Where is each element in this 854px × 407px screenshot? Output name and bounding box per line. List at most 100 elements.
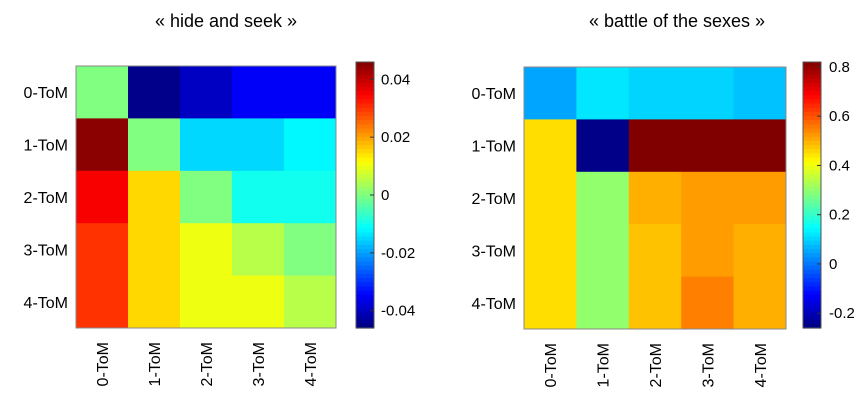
colorbar-segment bbox=[356, 99, 374, 104]
colorbar-segment bbox=[803, 232, 821, 237]
colorbar-segment bbox=[356, 303, 374, 308]
colorbar-segment bbox=[356, 286, 374, 291]
colorbar-segment bbox=[356, 104, 374, 109]
colorbar-segment bbox=[803, 207, 821, 212]
heatmap-cell bbox=[629, 172, 682, 225]
colorbar-segment bbox=[356, 320, 374, 325]
x-tick-label: 3-ToM bbox=[700, 343, 717, 387]
colorbar-segment bbox=[356, 262, 374, 267]
colorbar-segment bbox=[803, 158, 821, 163]
heatmap-cell bbox=[524, 67, 577, 120]
heatmap-cell bbox=[734, 67, 787, 120]
colorbar-segment bbox=[356, 237, 374, 242]
chart-title: « battle of the sexes » bbox=[589, 11, 765, 31]
colorbar-segment bbox=[356, 70, 374, 75]
y-tick-label: 1-ToM bbox=[24, 138, 68, 155]
colorbar-segment bbox=[356, 187, 374, 192]
colorbar-segment bbox=[803, 316, 821, 321]
heatmap-cell bbox=[734, 277, 787, 330]
heatmap-cell bbox=[180, 171, 233, 224]
colorbar-tick-label: 0.2 bbox=[829, 207, 850, 224]
y-tick-label: 0-ToM bbox=[24, 85, 68, 102]
x-tick-label: 0-ToM bbox=[95, 342, 112, 386]
heatmap-cell bbox=[681, 172, 734, 225]
colorbar-segment bbox=[356, 153, 374, 158]
heatmap-cell bbox=[524, 277, 577, 330]
heatmap-cell bbox=[128, 171, 181, 224]
colorbar-segment bbox=[803, 282, 821, 287]
colorbar-segment bbox=[356, 228, 374, 233]
colorbar-segment bbox=[356, 207, 374, 212]
colorbar-segment bbox=[356, 95, 374, 100]
heatmap-cell bbox=[232, 276, 285, 329]
heatmap-cell bbox=[76, 171, 129, 224]
heatmap-cell bbox=[284, 118, 337, 171]
y-tick-label: 4-ToM bbox=[472, 296, 516, 313]
x-tick-label: 4-ToM bbox=[303, 342, 320, 386]
colorbar-tick-label: 0.02 bbox=[381, 129, 410, 146]
colorbar-segment bbox=[803, 187, 821, 192]
colorbar-tick-label: 0.4 bbox=[829, 157, 850, 174]
heatmap-cell bbox=[681, 224, 734, 277]
colorbar-tick-label: -0.2 bbox=[829, 305, 854, 322]
heatmap-cell bbox=[576, 172, 629, 225]
colorbar-segment bbox=[356, 282, 374, 287]
colorbar-segment bbox=[803, 170, 821, 175]
heatmap-cell bbox=[180, 223, 233, 276]
heatmap-cell bbox=[629, 119, 682, 172]
colorbar-segment bbox=[803, 178, 821, 183]
heatmap-cell bbox=[576, 224, 629, 277]
y-tick-label: 4-ToM bbox=[24, 295, 68, 312]
colorbar-segment bbox=[803, 137, 821, 142]
colorbar-segment bbox=[803, 278, 821, 283]
colorbar-segment bbox=[803, 270, 821, 275]
colorbar-tick-label: 0 bbox=[381, 187, 389, 204]
colorbar-segment bbox=[803, 199, 821, 204]
colorbar-segment bbox=[356, 224, 374, 229]
colorbar-segment bbox=[803, 320, 821, 325]
heatmap-cell bbox=[76, 66, 129, 119]
colorbar-segment bbox=[803, 191, 821, 196]
y-tick-label: 3-ToM bbox=[472, 243, 516, 260]
colorbar-segment bbox=[356, 162, 374, 167]
y-tick-label: 2-ToM bbox=[472, 191, 516, 208]
heatmap-cell bbox=[232, 66, 285, 119]
colorbar-segment bbox=[803, 220, 821, 225]
colorbar-segment bbox=[803, 299, 821, 304]
colorbar-segment bbox=[803, 108, 821, 113]
colorbar-segment bbox=[803, 133, 821, 138]
heatmap-cell bbox=[734, 119, 787, 172]
colorbar-segment bbox=[356, 216, 374, 221]
colorbar-segment bbox=[803, 174, 821, 179]
colorbar-segment bbox=[356, 174, 374, 179]
colorbar-segment bbox=[803, 266, 821, 271]
colorbar-segment bbox=[803, 253, 821, 258]
colorbar-segment bbox=[803, 245, 821, 250]
heatmap-cell bbox=[681, 119, 734, 172]
heatmap-cell bbox=[681, 277, 734, 330]
colorbar-tick-label: 0.8 bbox=[829, 59, 850, 76]
y-tick-label: 0-ToM bbox=[472, 86, 516, 103]
colorbar-tick-label: -0.02 bbox=[381, 245, 415, 262]
colorbar-segment bbox=[803, 216, 821, 221]
colorbar-segment bbox=[803, 307, 821, 312]
chart-title: « hide and seek » bbox=[155, 11, 297, 31]
colorbar-segment bbox=[356, 145, 374, 150]
y-tick-label: 2-ToM bbox=[24, 190, 68, 207]
colorbar-tick-label: -0.04 bbox=[381, 303, 415, 320]
colorbar-segment bbox=[803, 116, 821, 121]
colorbar-segment bbox=[356, 74, 374, 79]
colorbar-segment bbox=[803, 120, 821, 125]
colorbar-tick-label: 0.04 bbox=[381, 71, 410, 88]
colorbar-segment bbox=[356, 203, 374, 208]
colorbar-segment bbox=[803, 62, 821, 67]
colorbar-segment bbox=[356, 299, 374, 304]
colorbar-segment bbox=[803, 249, 821, 254]
x-tick-label: 2-ToM bbox=[648, 343, 665, 387]
colorbar-segment bbox=[356, 212, 374, 217]
colorbar-tick-label: 0.6 bbox=[829, 108, 850, 125]
colorbar-segment bbox=[803, 286, 821, 291]
colorbar-segment bbox=[803, 141, 821, 146]
colorbar-tick-label: 0 bbox=[829, 256, 837, 273]
heatmap-cell bbox=[180, 118, 233, 171]
